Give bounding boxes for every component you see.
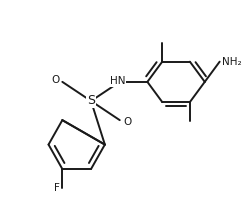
Text: HN: HN <box>110 76 125 86</box>
Text: F: F <box>54 183 60 193</box>
Text: S: S <box>87 94 95 108</box>
Text: NH₂: NH₂ <box>222 57 241 67</box>
Text: O: O <box>51 75 59 85</box>
Text: O: O <box>123 117 131 127</box>
